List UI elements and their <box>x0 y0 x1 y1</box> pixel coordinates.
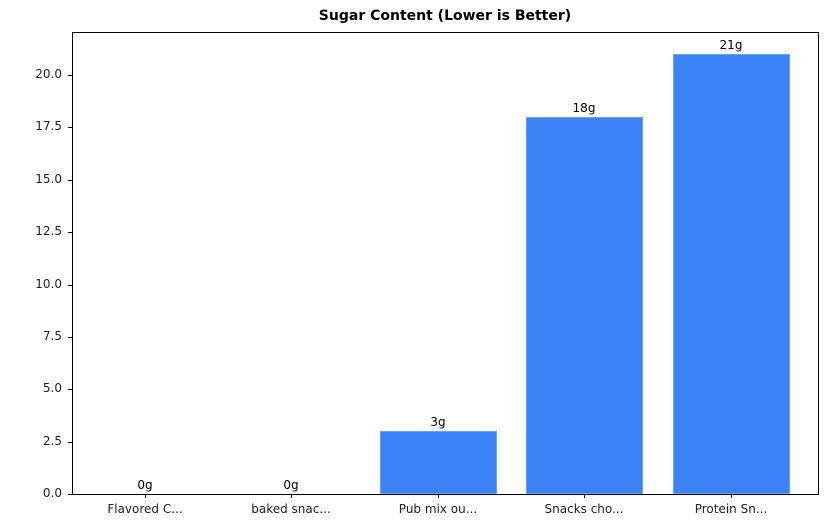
bar <box>672 54 790 494</box>
x-tick-mark <box>291 494 292 498</box>
bar-value-label: 0g <box>137 478 153 492</box>
y-tick-label: 17.5 <box>35 119 62 134</box>
y-tick-mark <box>68 232 72 234</box>
y-tick-label: 10.0 <box>35 276 62 291</box>
x-tick-mark <box>584 494 585 498</box>
x-tick-mark <box>731 494 732 498</box>
y-tick-mark <box>68 127 72 129</box>
bar-value-label: 0g <box>283 478 299 492</box>
x-tick-label: Flavored C... <box>107 502 183 516</box>
x-tick-label: Pub mix ou... <box>398 502 478 516</box>
y-tick-label: 0.0 <box>42 486 62 500</box>
bar <box>525 116 643 494</box>
x-tick-label: baked snac... <box>251 502 331 516</box>
y-tick-label: 12.5 <box>35 224 62 239</box>
y-tick-mark <box>68 441 72 443</box>
y-tick-label: 15.0 <box>35 171 62 186</box>
y-tick-label: 7.5 <box>42 328 62 343</box>
y-tick-label: 20.0 <box>35 67 62 81</box>
x-tick-label: Protein Sn... <box>694 502 768 516</box>
bar-value-label: 3g <box>430 415 446 430</box>
chart-title: Sugar Content (Lower is Better) <box>318 8 572 24</box>
y-tick-mark <box>68 284 72 286</box>
y-tick-mark <box>68 75 72 76</box>
y-tick-label: 2.5 <box>42 433 62 448</box>
x-tick-label: Snacks cho... <box>544 502 624 516</box>
plot-area <box>72 32 819 495</box>
x-tick-mark <box>438 494 439 498</box>
bar <box>379 431 497 494</box>
y-tick-mark <box>68 336 72 338</box>
y-tick-mark <box>68 494 72 495</box>
x-tick-mark <box>145 494 146 498</box>
y-tick-mark <box>68 179 72 181</box>
y-tick-mark <box>68 389 72 391</box>
y-tick-label: 5.0 <box>42 381 62 396</box>
bar-value-label: 18g <box>572 100 596 115</box>
bar-value-label: 21g <box>719 38 743 53</box>
